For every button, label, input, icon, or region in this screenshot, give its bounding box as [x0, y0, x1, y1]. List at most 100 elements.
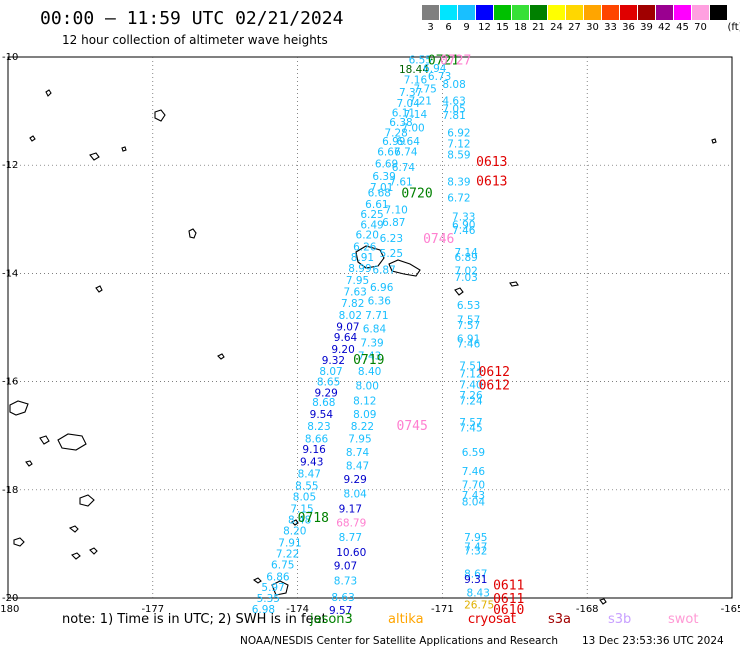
- wave-height-label: 8.68: [312, 397, 335, 409]
- wave-height-label: 9.31: [464, 574, 487, 586]
- pass-time-label: 0613: [476, 174, 507, 189]
- wave-height-label: 6.53: [457, 300, 480, 312]
- island-outline: [39, 435, 50, 445]
- wave-height-label: 7.57: [459, 417, 482, 429]
- wave-height-label: 7.43: [462, 490, 485, 502]
- wave-height-label: 6.23: [380, 233, 403, 245]
- wave-height-label: 8.43: [467, 588, 490, 600]
- wave-height-label: 8.67: [464, 569, 487, 581]
- wave-height-label: 7.10: [384, 205, 407, 217]
- credit-line: NOAA/NESDIS Center for Satellite Applica…: [240, 635, 558, 647]
- color-tick-label: 36: [622, 22, 635, 33]
- wave-height-label: 9.29: [314, 387, 337, 399]
- wave-height-label: 7.33: [452, 212, 475, 224]
- color-tick-label: 24: [550, 22, 563, 33]
- satellite-legend-item: altika: [388, 612, 424, 627]
- page-title: 00:00 – 11:59 UTC 02/21/2024: [40, 8, 344, 29]
- island-outline: [29, 135, 36, 142]
- wave-height-label: 8.99: [348, 263, 371, 275]
- island-outline: [57, 433, 87, 451]
- color-swatch: [422, 5, 439, 20]
- island-outline: [13, 537, 25, 547]
- wave-height-label: 7.37: [399, 87, 422, 99]
- wave-height-label: 7.02: [454, 266, 477, 278]
- wave-height-label: 6.68: [368, 187, 391, 199]
- wave-height-label: 6.67: [377, 147, 400, 159]
- wave-height-label: 6.84: [363, 324, 387, 336]
- wave-height-label: 7.26: [459, 390, 483, 402]
- wave-height-label: 7.46: [457, 339, 481, 351]
- color-tick-label: 27: [568, 22, 581, 33]
- color-tick-label: 15: [496, 22, 509, 33]
- color-tick-label: 3: [427, 22, 434, 33]
- wave-height-label: 7.81: [442, 110, 465, 122]
- color-swatch: [458, 5, 475, 20]
- longitude-tick-label: -177: [141, 604, 164, 615]
- wave-height-label: 6.11: [392, 108, 415, 120]
- wave-height-label: 7.46: [462, 466, 486, 478]
- wave-height-label: 7.75: [413, 83, 436, 95]
- wave-height-label: 7.04: [397, 98, 421, 110]
- island-outline: [121, 146, 127, 152]
- wave-height-label: 9.29: [343, 474, 366, 486]
- page-subtitle: 12 hour collection of altimeter wave hei…: [62, 33, 328, 47]
- wave-height-label: 7.71: [365, 310, 388, 322]
- latitude-tick-label: -14: [2, 268, 18, 279]
- wave-height-label: 6.49: [360, 220, 383, 232]
- wave-height-label: 7.12: [447, 139, 470, 151]
- wave-height-label: 6.20: [356, 229, 379, 241]
- island-outline: [71, 552, 81, 560]
- wave-height-label: 5.35: [257, 593, 280, 605]
- wave-height-label: 8.02: [339, 310, 362, 322]
- wave-height-label: 6.89: [454, 252, 477, 264]
- wave-height-label: 8.66: [305, 433, 329, 445]
- pass-time-label: 0610: [493, 603, 524, 618]
- latitude-tick-label: -20: [2, 593, 18, 604]
- wave-height-label: 8.22: [351, 421, 374, 433]
- wave-height-label: 6.59: [462, 447, 485, 459]
- wave-height-label: 6.87: [382, 217, 405, 229]
- latitude-tick-label: -18: [2, 485, 18, 496]
- wave-height-label: 8.55: [295, 480, 318, 492]
- wave-height-label: 8.00: [356, 380, 379, 392]
- wave-height-label: 6.86: [266, 571, 290, 583]
- island-outline: [252, 577, 262, 584]
- wave-height-label: 7.00: [401, 122, 424, 134]
- wave-height-label: 4.63: [442, 95, 465, 107]
- wave-height-label: 6.72: [447, 193, 470, 205]
- wave-height-label: 7.46: [452, 225, 476, 237]
- color-unit-label: (ft): [727, 22, 740, 33]
- color-swatch: [494, 5, 511, 20]
- wave-height-label: 7.51: [459, 360, 482, 372]
- wave-height-label: 8.08: [442, 79, 465, 91]
- wave-height-label: 7.14: [404, 109, 428, 121]
- wave-height-label: 6.87: [372, 265, 395, 277]
- island-outline: [188, 228, 197, 239]
- color-swatch: [440, 5, 457, 20]
- wave-height-label: 7.05: [442, 103, 465, 115]
- wave-height-label: 7.70: [462, 479, 485, 491]
- wave-height-label: 9.43: [300, 457, 323, 469]
- wave-height-label: 7.24: [459, 396, 483, 408]
- wave-height-label: 7.43: [358, 351, 381, 363]
- wave-height-label: 7.28: [384, 128, 407, 140]
- island-outline: [68, 525, 79, 533]
- axis-labels: -10 -12 -14 -16 -18 -20-180 -177 -174 -171 -168 -1…: [0, 52, 740, 615]
- wave-height-label: 6.55: [409, 55, 432, 67]
- wave-height-label: 8.63: [331, 592, 354, 604]
- island-outline: [454, 287, 464, 296]
- wave-height-label: 7.03: [454, 272, 477, 284]
- pass-time-label: 0746: [423, 232, 454, 247]
- wave-height-label: 7.45: [459, 423, 482, 435]
- pass-time-label: 0727: [440, 54, 471, 69]
- wave-height-label: 5.97: [261, 582, 284, 594]
- wave-height-label: 9.17: [339, 504, 362, 516]
- wave-height-label: 8.59: [447, 149, 470, 161]
- wave-height-label: 6.38: [389, 117, 412, 129]
- color-tick-label: 9: [463, 22, 470, 33]
- color-swatch: [710, 5, 727, 20]
- wave-height-label: 10.60: [336, 547, 366, 559]
- color-swatch: [476, 5, 493, 20]
- wave-height-label: 8.23: [307, 421, 330, 433]
